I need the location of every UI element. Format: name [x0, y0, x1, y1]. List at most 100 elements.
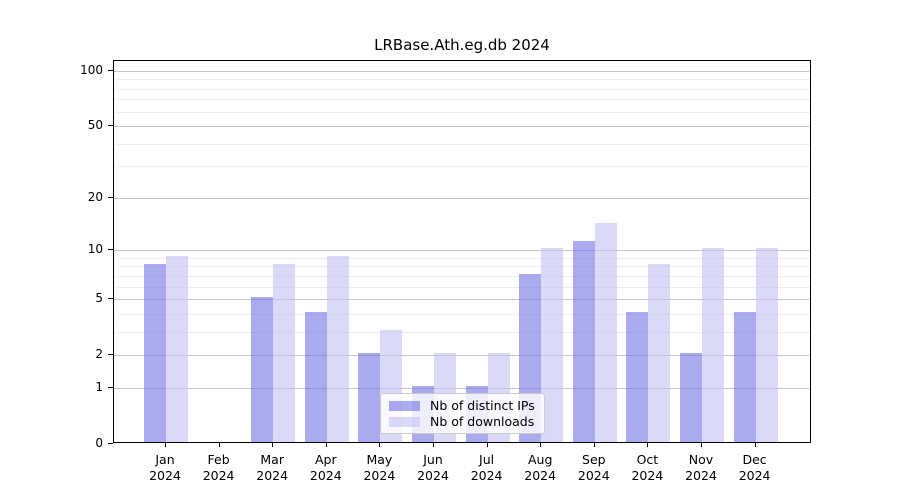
x-tick-month: Feb: [207, 452, 230, 467]
x-tick-month: Aug: [527, 452, 553, 467]
x-tick-year: 2024: [202, 468, 235, 483]
legend-swatch-downloads: [389, 416, 420, 427]
x-tick-mark-sep: [593, 443, 595, 447]
y-tick-mark-10: [108, 249, 113, 251]
x-tick-label-aug: Aug 2024: [510, 452, 570, 484]
y-tick-mark-20: [108, 196, 113, 198]
legend-item-distinct-ips: Nb of distinct IPs: [389, 398, 536, 413]
y-tick-mark-2: [108, 354, 113, 356]
x-tick-label-sep: Sep 2024: [564, 452, 624, 484]
x-tick-month: Sep: [582, 452, 606, 467]
x-tick-month: Apr: [314, 452, 337, 467]
gridline-minor-6: [114, 286, 810, 288]
y-tick-label-20: 20: [87, 189, 103, 204]
bar-distinct-ips-dec: [733, 311, 756, 442]
x-tick-year: 2024: [577, 468, 610, 483]
x-tick-year: 2024: [417, 468, 449, 483]
x-tick-mark-feb: [218, 443, 220, 447]
y-tick-label-0: 0: [95, 436, 103, 450]
x-tick-label-mar: Mar 2024: [242, 452, 302, 484]
bar-distinct-ips-apr: [304, 311, 327, 442]
x-tick-mark-dec: [754, 443, 756, 447]
bar-distinct-ips-may: [358, 353, 381, 442]
bar-distinct-ips-jan: [144, 264, 166, 442]
bar-downloads-dec: [755, 248, 778, 442]
x-tick-mark-nov: [701, 443, 702, 447]
x-tick-mark-may: [379, 443, 381, 447]
y-tick-mark-1: [108, 386, 113, 388]
x-tick-month: Oct: [636, 452, 659, 467]
x-tick-label-apr: Apr 2024: [296, 452, 356, 484]
gridline-minor-8: [114, 266, 810, 268]
gridline-minor-90: [114, 79, 810, 81]
x-tick-year: 2024: [631, 468, 664, 483]
y-tick-mark-5: [108, 298, 113, 300]
x-tick-mark-jun: [433, 443, 434, 447]
x-tick-label-dec: Dec 2024: [725, 452, 785, 484]
y-tick-label-1: 1: [95, 379, 103, 394]
x-tick-month: May: [366, 452, 393, 467]
y-tick-mark-100: [108, 69, 113, 71]
y-tick-mark-50: [108, 125, 113, 126]
bar-distinct-ips-nov: [680, 353, 702, 442]
bar-downloads-nov: [702, 248, 724, 442]
x-tick-year: 2024: [363, 468, 396, 483]
bar-downloads-apr: [326, 255, 349, 442]
gridline-minor-40: [114, 143, 810, 145]
gridline-major-5: [114, 299, 810, 301]
gridline-minor-60: [114, 111, 810, 113]
y-tick-label-10: 10: [87, 242, 103, 257]
x-tick-mark-jan: [165, 443, 166, 447]
gridline-major-100: [114, 70, 810, 72]
legend-swatch-distinct-ips: [389, 400, 420, 411]
bar-distinct-ips-oct: [626, 311, 649, 442]
legend-item-downloads: Nb of downloads: [389, 414, 536, 429]
x-tick-label-jan: Jan 2024: [135, 452, 195, 484]
gridline-major-50: [114, 126, 810, 127]
x-tick-month: Nov: [688, 452, 714, 467]
x-tick-label-feb: Feb 2024: [189, 452, 249, 484]
gridline-minor-9: [114, 257, 810, 259]
bar-distinct-ips-mar: [251, 297, 274, 442]
x-tick-year: 2024: [524, 468, 557, 483]
gridline-major-1: [114, 387, 810, 389]
bar-downloads-oct: [648, 264, 671, 442]
gridline-major-10: [114, 250, 810, 252]
gridline-major-2: [114, 355, 810, 357]
y-tick-label-100: 100: [80, 62, 103, 77]
gridline-minor-3: [114, 331, 810, 333]
x-tick-year: 2024: [309, 468, 342, 483]
x-tick-month: Jun: [423, 452, 443, 467]
y-tick-label-5: 5: [95, 291, 103, 306]
y-tick-label-50: 50: [87, 118, 103, 132]
bar-distinct-ips-sep: [572, 241, 595, 442]
x-tick-year: 2024: [685, 468, 717, 483]
x-tick-month: Jul: [479, 452, 495, 467]
gridline-minor-70: [114, 99, 810, 101]
x-tick-year: 2024: [470, 468, 503, 483]
bar-downloads-aug: [541, 248, 564, 442]
gridline-minor-80: [114, 88, 810, 90]
chart-title: LRBase.Ath.eg.db 2024: [374, 36, 550, 54]
x-tick-month: Dec: [742, 452, 767, 467]
x-tick-year: 2024: [256, 468, 289, 483]
y-tick-label-2: 2: [95, 347, 103, 362]
gridline-major-20: [114, 197, 810, 199]
x-tick-label-jul: Jul 2024: [457, 452, 517, 484]
x-tick-mark-jul: [486, 443, 488, 447]
x-tick-mark-apr: [325, 443, 327, 447]
gridline-minor-7: [114, 275, 810, 277]
x-tick-label-may: May 2024: [349, 452, 409, 484]
legend-label-distinct-ips: Nb of distinct IPs: [430, 398, 535, 413]
x-tick-label-oct: Oct 2024: [617, 452, 677, 484]
x-tick-label-nov: Nov 2024: [671, 452, 731, 484]
x-tick-month: Mar: [260, 452, 284, 467]
bar-downloads-mar: [273, 264, 296, 442]
bar-downloads-sep: [594, 223, 617, 442]
plot-area: [113, 60, 811, 443]
x-tick-year: 2024: [149, 468, 181, 483]
legend: Nb of distinct IPs Nb of downloads: [380, 393, 545, 434]
x-tick-label-jun: Jun 2024: [403, 452, 463, 484]
x-tick-month: Jan: [155, 452, 175, 467]
